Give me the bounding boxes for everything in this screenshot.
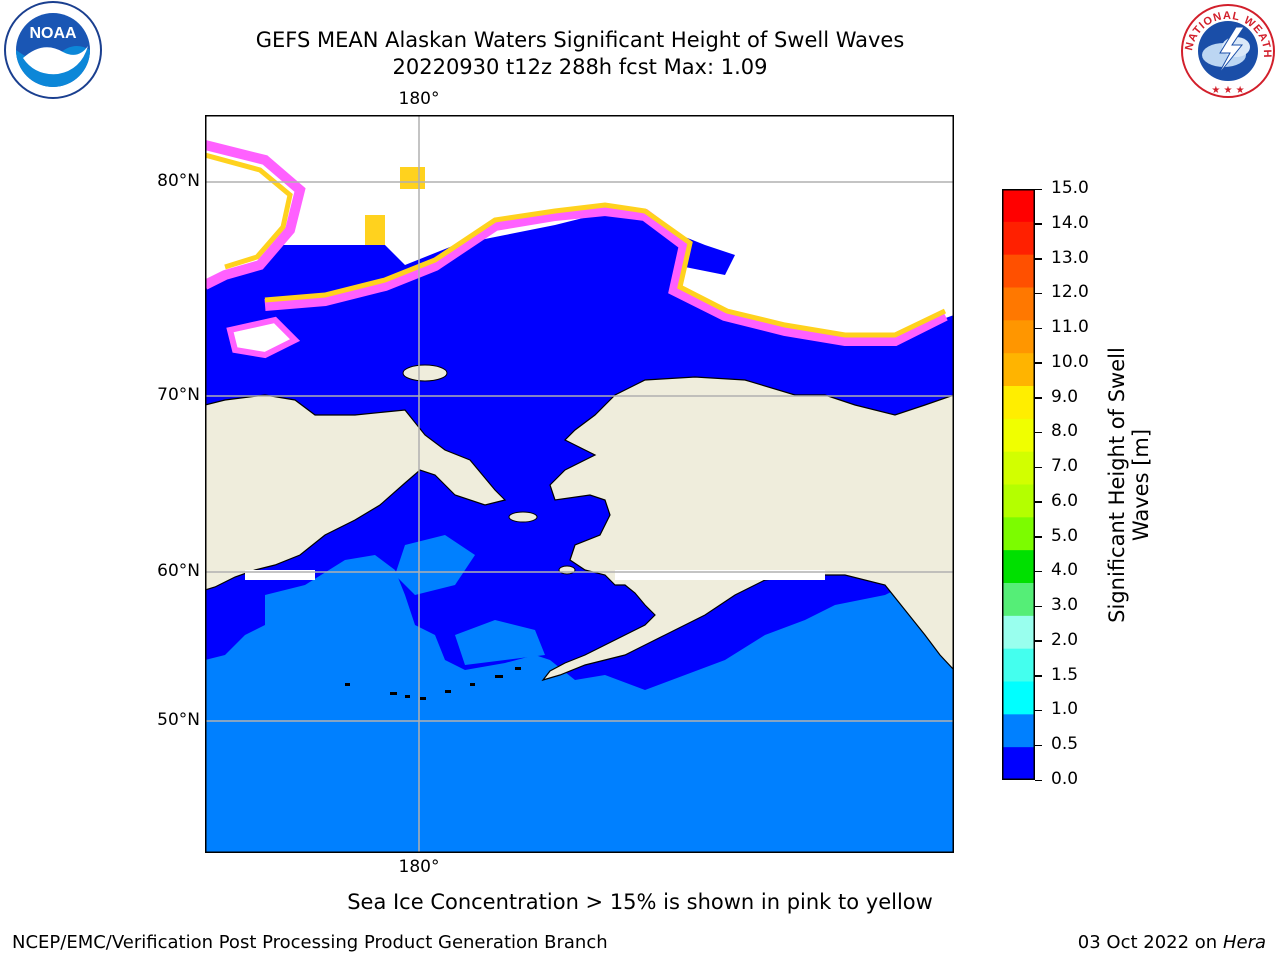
ice-edge-pink (202, 140, 306, 290)
colorbar-segment (1002, 484, 1035, 518)
colorbar-label: Significant Height of Swell Waves [m] (1105, 347, 1153, 623)
colorbar-tick-mark (1035, 397, 1042, 399)
nodata-strip (245, 570, 315, 580)
ice-edge-yellow (204, 152, 293, 270)
map-gridlines (205, 115, 954, 853)
colorbar-segment (1002, 418, 1035, 453)
noaa-logo: NOAA (3, 0, 103, 100)
colorbar-tick-label: 12.0 (1051, 282, 1089, 303)
map-border (205, 115, 954, 853)
sea-ice-note: Sea Ice Concentration > 15% is shown in … (347, 890, 933, 914)
colorbar-segment (1002, 747, 1035, 781)
colorbar-tick-mark (1035, 779, 1042, 781)
nodata-strip (755, 570, 825, 580)
colorbar-segment (1002, 681, 1035, 715)
colorbar-tick-mark (1035, 501, 1042, 503)
colorbar-segment (1002, 583, 1035, 617)
colorbar-tick-label: 10.0 (1051, 351, 1089, 372)
footer-date-text: 03 Oct 2022 on (1077, 932, 1223, 953)
colorbar-tick-label: 1.5 (1051, 664, 1079, 685)
ice-floe (365, 215, 385, 245)
colorbar-segment (1002, 648, 1035, 682)
colorbar-tick-label: 0.5 (1051, 734, 1079, 755)
colorbar-tick-mark (1035, 466, 1042, 469)
land-nunivak-island (558, 565, 576, 575)
colorbar-segment (1002, 517, 1035, 551)
nws-logo: NATIONAL WEATHER SERVICE ★ ★ ★ (1176, 0, 1276, 99)
chart-subtitle: 20220930 t12z 288h fcst Max: 1.09 (392, 55, 768, 79)
swell-patch (265, 585, 325, 635)
svg-text:★ ★ ★: ★ ★ ★ (1211, 85, 1244, 96)
colorbar-tick-label: 6.0 (1051, 490, 1079, 511)
colorbar-segment (1002, 714, 1035, 748)
colorbar-tick-label: 13.0 (1051, 247, 1089, 268)
colorbar-tick-mark (1035, 675, 1042, 677)
colorbar-tick-label: 9.0 (1051, 386, 1079, 407)
swell-patch (455, 620, 545, 665)
colorbar-tick-mark (1035, 570, 1042, 573)
lat-label-70n: 70°N (157, 385, 200, 405)
colorbar-tick-mark (1035, 709, 1042, 712)
lon-label-bottom: 180° (398, 857, 440, 877)
swell-patch (325, 610, 375, 655)
lon-label-top: 180° (398, 89, 440, 109)
colorbar-tick-label: 15.0 (1051, 178, 1089, 198)
colorbar-segment (1002, 451, 1035, 485)
colorbar-segment (1002, 287, 1035, 321)
land-st-lawrence-island (508, 511, 538, 523)
colorbar-tick-mark (1035, 605, 1042, 608)
colorbar-tick-label: 14.0 (1051, 212, 1089, 233)
colorbar-tick-mark (1035, 431, 1042, 434)
land-wrangel-island (402, 364, 448, 382)
colorbar-segment (1002, 386, 1035, 420)
colorbar-tick-mark (1035, 640, 1042, 642)
colorbar-tick-mark (1035, 362, 1042, 364)
colorbar-tick-label: 8.0 (1051, 421, 1079, 442)
lat-label-50n: 50°N (157, 710, 200, 730)
ice-island (226, 316, 301, 359)
land-alaska (541, 376, 955, 682)
colorbar-border (1002, 189, 1035, 780)
footer-machine: Hera (1222, 932, 1266, 953)
colorbar-tick-label: 1.0 (1051, 699, 1079, 720)
colorbar-segment (1002, 221, 1035, 256)
map-panel (202, 115, 955, 853)
colorbar-tick-mark (1035, 327, 1042, 330)
colorbar-tick-label: 0.0 (1051, 769, 1079, 789)
colorbar-segment (1002, 189, 1035, 223)
colorbar-tick-mark (1035, 258, 1042, 260)
colorbar-tick-label: 3.0 (1051, 595, 1079, 616)
lat-label-60n: 60°N (157, 561, 200, 581)
map-canvas (202, 115, 955, 853)
colorbar-segment (1002, 550, 1035, 584)
colorbar-tick-mark (1035, 223, 1042, 225)
colorbar-segment (1002, 320, 1035, 354)
footer-branch: NCEP/EMC/Verification Post Processing Pr… (12, 932, 608, 953)
land-chukotka (204, 394, 507, 591)
colorbar-segment (1002, 353, 1035, 387)
colorbar-tick-mark (1035, 536, 1042, 538)
noaa-logo-text: NOAA (29, 25, 77, 42)
lat-label-80n: 80°N (157, 171, 200, 191)
ice-floe (400, 167, 425, 189)
colorbar-tick-label: 4.0 (1051, 560, 1079, 581)
ice-region-north (205, 115, 954, 340)
ice-edge-pink-north (264, 203, 948, 346)
colorbar-tick-label: 11.0 (1051, 317, 1089, 338)
colorbar-tick-label: 2.0 (1051, 629, 1079, 650)
swell-patch (395, 535, 475, 595)
colorbar (1002, 189, 1035, 781)
nodata-strip (615, 570, 815, 580)
footer-date: 03 Oct 2022 on Hera (1078, 932, 1266, 953)
colorbar-tick-mark (1035, 744, 1042, 747)
colorbar-tick-mark (1035, 188, 1042, 190)
chart-title: GEFS MEAN Alaskan Waters Significant Hei… (255, 28, 905, 52)
colorbar-tick-label: 7.0 (1051, 456, 1079, 477)
colorbar-segment (1002, 615, 1035, 650)
land-aleutians (345, 667, 521, 700)
ice-edge-yellow-north (264, 202, 947, 338)
colorbar-segment (1002, 254, 1035, 288)
colorbar-tick-label: 5.0 (1051, 525, 1079, 546)
colorbar-tick-mark (1035, 292, 1042, 295)
